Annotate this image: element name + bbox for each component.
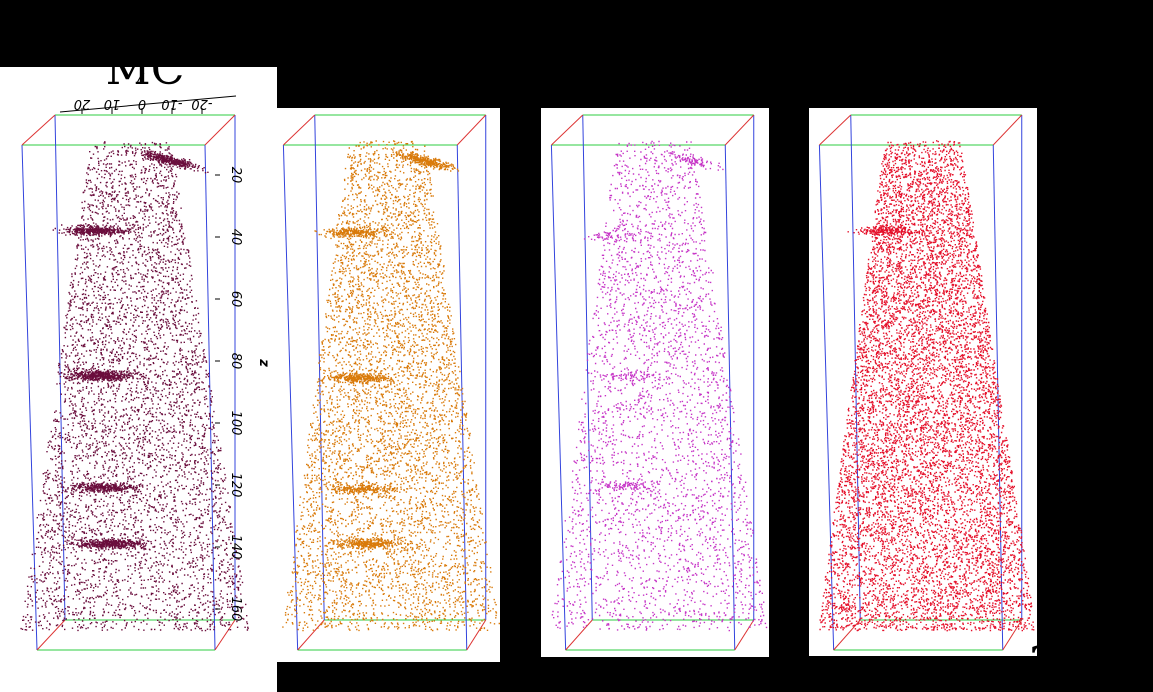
panel-number: 3 — [1028, 638, 1056, 689]
z-tick-label: 80 — [228, 353, 243, 370]
z-tick-label: 40 — [228, 229, 243, 246]
title: MC — [106, 44, 185, 95]
box-edge — [456, 114, 487, 146]
y-tick-label: 0 — [138, 96, 146, 111]
y-axis-label: y — [136, 72, 145, 87]
box-edge — [850, 114, 861, 621]
point-cloud — [20, 141, 249, 632]
z-tick-label: 100 — [228, 411, 243, 436]
box-edge — [283, 114, 316, 146]
box-edge — [21, 144, 38, 651]
box-edge — [204, 144, 216, 651]
point-cloud — [551, 140, 768, 632]
z-tick-label: 60 — [228, 291, 243, 308]
box-edge — [582, 114, 593, 621]
box-edge — [204, 114, 236, 146]
z-tick-label: 160 — [228, 597, 243, 622]
box-edge — [314, 114, 325, 621]
z-tick-label: 140 — [228, 535, 243, 560]
box-edge — [833, 619, 861, 651]
box-edge — [734, 619, 755, 651]
point-cloud — [282, 140, 500, 632]
z-tick-label: 120 — [228, 473, 243, 498]
box-edge — [214, 619, 236, 651]
z-axis-label: z — [256, 358, 271, 367]
box-edge — [456, 144, 468, 651]
panel-1 — [0, 67, 277, 692]
point-cloud — [819, 140, 1035, 632]
box-edge — [992, 114, 1023, 146]
box-edge — [565, 619, 593, 651]
box-edge — [1002, 619, 1023, 651]
box-edge — [282, 144, 299, 651]
y-tick-label: -10 — [161, 96, 182, 111]
z-tick-label: 20 — [228, 167, 243, 184]
box-edge — [550, 144, 567, 651]
box-edge — [819, 114, 852, 146]
box-edge — [21, 114, 56, 146]
box-edge — [297, 619, 325, 651]
box-edge — [36, 619, 66, 651]
y-axis-line — [59, 95, 237, 113]
panel-3 — [541, 108, 769, 657]
y-tick-label: 20 — [74, 96, 91, 111]
box-edge — [551, 114, 584, 146]
box-edge — [466, 619, 487, 651]
box-edge — [724, 114, 755, 146]
